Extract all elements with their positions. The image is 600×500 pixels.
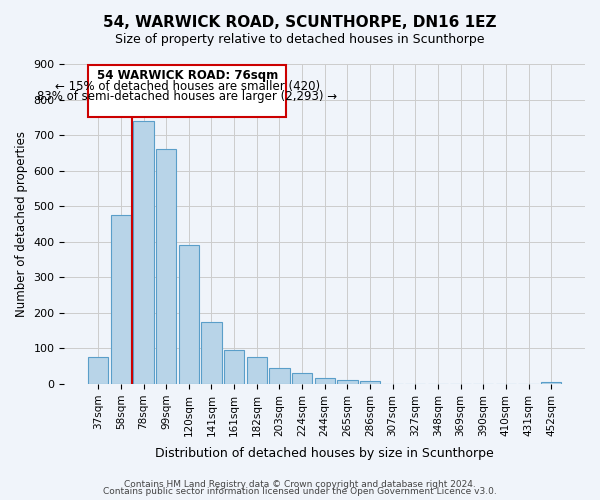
Text: 54 WARWICK ROAD: 76sqm: 54 WARWICK ROAD: 76sqm: [97, 70, 278, 82]
Bar: [156, 150, 176, 384]
Bar: [111, 215, 131, 384]
X-axis label: Distribution of detached houses by size in Scunthorpe: Distribution of detached houses by size …: [155, 447, 494, 460]
Text: Contains HM Land Registry data © Crown copyright and database right 2024.: Contains HM Land Registry data © Crown c…: [124, 480, 476, 489]
Bar: [224, 350, 244, 384]
Bar: [201, 322, 221, 384]
Bar: [314, 378, 335, 384]
Text: Size of property relative to detached houses in Scunthorpe: Size of property relative to detached ho…: [115, 32, 485, 46]
Bar: [292, 372, 312, 384]
Bar: [269, 368, 290, 384]
Text: 54, WARWICK ROAD, SCUNTHORPE, DN16 1EZ: 54, WARWICK ROAD, SCUNTHORPE, DN16 1EZ: [103, 15, 497, 30]
Bar: [541, 382, 562, 384]
FancyBboxPatch shape: [88, 65, 286, 116]
Text: ← 15% of detached houses are smaller (420): ← 15% of detached houses are smaller (42…: [55, 80, 320, 93]
Bar: [360, 381, 380, 384]
Bar: [88, 358, 109, 384]
Bar: [337, 380, 358, 384]
Bar: [179, 246, 199, 384]
Text: 83% of semi-detached houses are larger (2,293) →: 83% of semi-detached houses are larger (…: [37, 90, 337, 103]
Text: Contains public sector information licensed under the Open Government Licence v3: Contains public sector information licen…: [103, 487, 497, 496]
Y-axis label: Number of detached properties: Number of detached properties: [15, 131, 28, 317]
Bar: [133, 121, 154, 384]
Bar: [247, 358, 267, 384]
